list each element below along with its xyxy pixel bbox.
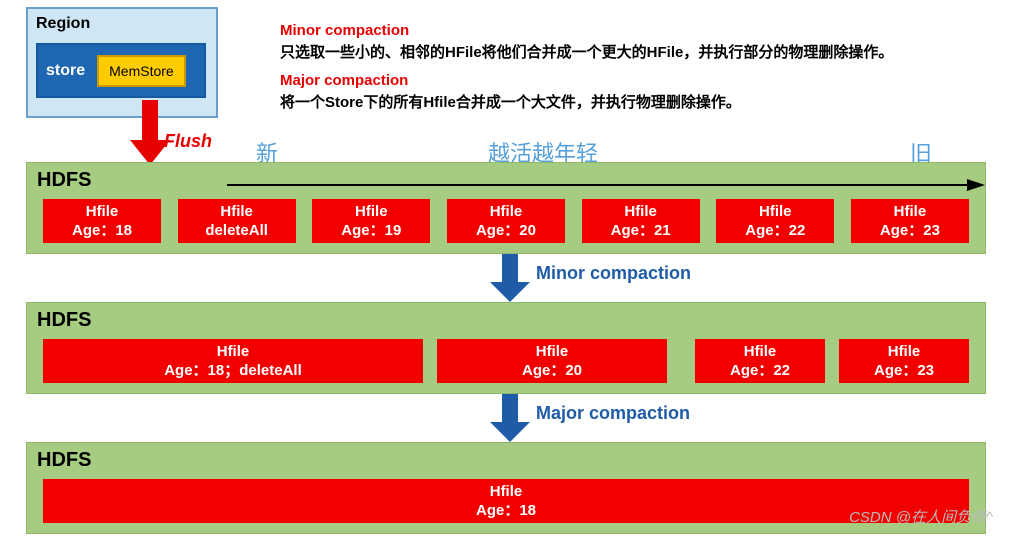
memstore-box: MemStore	[97, 55, 186, 87]
flush-label: Flush	[164, 131, 212, 152]
hdfs-label-3: HDFS	[37, 449, 91, 472]
hdfs-block-2: HDFS HfileAge：18；deleteAll HfileAge：20 H…	[26, 302, 986, 394]
hfile-box: HfileAge：19	[312, 199, 430, 243]
major-arrow-icon	[490, 394, 530, 444]
hfile-row-3: HfileAge：18	[27, 443, 985, 535]
hdfs-label-1: HDFS	[37, 169, 91, 192]
hfile-box: HfileAge：22	[716, 199, 834, 243]
minor-compaction-label: Minor compaction	[536, 263, 691, 284]
hfile-box: HfileAge：23	[839, 339, 969, 383]
hfile-box: HfileAge：18	[43, 479, 969, 523]
major-title: Major compaction	[280, 72, 980, 89]
hdfs-block-3: HDFS HfileAge：18	[26, 442, 986, 534]
major-compaction-label: Major compaction	[536, 403, 690, 424]
region-title: Region	[36, 15, 208, 33]
store-box: store MemStore	[36, 43, 206, 98]
region-box: Region store MemStore	[26, 7, 218, 118]
hfile-box: HfileAge：22	[695, 339, 825, 383]
hdfs-label-2: HDFS	[37, 309, 91, 332]
hfile-box: HfileAge：18；deleteAll	[43, 339, 423, 383]
minor-body: 只选取一些小的、相邻的HFile将他们合并成一个更大的HFile，并执行部分的物…	[280, 41, 980, 62]
watermark: CSDN @在人间负债^	[849, 506, 993, 527]
hdfs-block-1: HDFS HfileAge：18 HfiledeleteAll HfileAge…	[26, 162, 986, 254]
minor-arrow-icon	[490, 254, 530, 304]
major-body: 将一个Store下的所有Hfile合并成一个大文件，并执行物理删除操作。	[280, 91, 980, 112]
hfile-box: HfileAge：23	[851, 199, 969, 243]
hfile-box: HfiledeleteAll	[178, 199, 296, 243]
description-block: Minor compaction 只选取一些小的、相邻的HFile将他们合并成一…	[280, 22, 980, 112]
hfile-box: HfileAge：20	[447, 199, 565, 243]
hfile-box: HfileAge：18	[43, 199, 161, 243]
hfile-row-2: HfileAge：18；deleteAll HfileAge：20 HfileA…	[27, 303, 985, 395]
minor-title: Minor compaction	[280, 22, 980, 39]
hfile-box: HfileAge：20	[437, 339, 667, 383]
store-label: store	[46, 62, 85, 80]
hfile-box: HfileAge：21	[582, 199, 700, 243]
timeline-arrow-icon	[227, 177, 987, 193]
